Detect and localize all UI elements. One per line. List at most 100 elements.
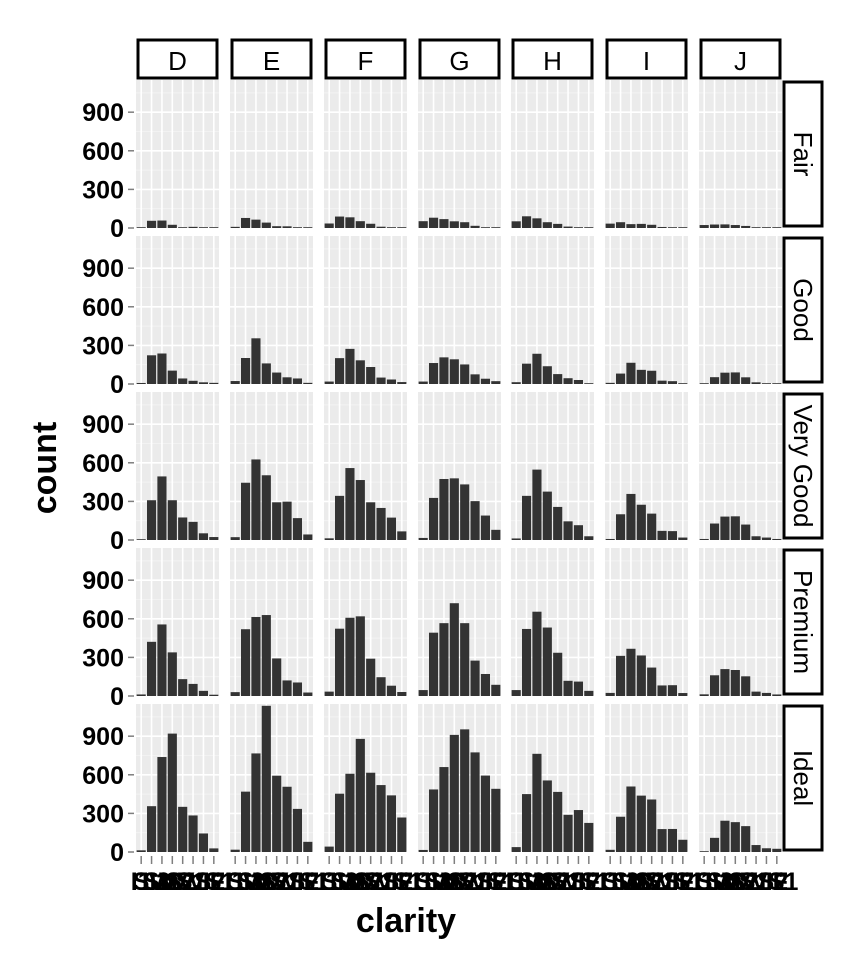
- x-tick-label: VVS2: [536, 868, 600, 896]
- bar: [532, 611, 542, 696]
- x-tick-label: VS1: [722, 868, 769, 896]
- facet-panel: [605, 392, 688, 541]
- facet-panel: [418, 548, 501, 697]
- bar: [146, 500, 157, 540]
- bar: [355, 221, 365, 228]
- bar: [157, 476, 167, 540]
- bar: [146, 806, 157, 852]
- facet-panel: [418, 392, 501, 541]
- y-tick-label: 600: [82, 606, 124, 634]
- bar: [439, 623, 449, 696]
- bar: [573, 681, 584, 696]
- bar: [209, 227, 219, 228]
- bar: [667, 685, 678, 696]
- bar: [699, 851, 709, 852]
- bar: [553, 223, 563, 228]
- bar: [709, 675, 720, 696]
- x-tick-label: IF: [297, 868, 319, 896]
- row-strip: [782, 80, 824, 228]
- bar: [751, 536, 761, 540]
- column-strip-label: H: [543, 46, 562, 76]
- y-tick-label: 300: [82, 644, 124, 672]
- facet-panel: [699, 548, 782, 697]
- bar: [240, 358, 251, 384]
- bar: [303, 841, 313, 852]
- bar: [261, 615, 271, 696]
- y-tick-label: 300: [82, 332, 124, 360]
- x-tick-label: VVS1: [546, 868, 610, 896]
- bar: [230, 381, 240, 384]
- column-strip: [230, 38, 313, 80]
- bar: [167, 500, 177, 540]
- bar: [303, 534, 313, 540]
- bar: [584, 536, 594, 540]
- bar: [584, 690, 594, 696]
- x-tick-label: VS1: [347, 868, 394, 896]
- facet-panel: [136, 392, 219, 541]
- bar: [709, 523, 720, 540]
- panels-layer: [136, 80, 782, 853]
- x-tick-label: VS2: [712, 868, 759, 896]
- row-strip-label: Very Good: [788, 405, 818, 528]
- facet-panel: [699, 80, 782, 229]
- bar: [198, 690, 209, 696]
- bar: [418, 381, 428, 384]
- bar: [615, 222, 626, 228]
- bar: [209, 848, 219, 852]
- bar: [626, 362, 636, 384]
- bar: [741, 826, 751, 852]
- bar: [678, 537, 688, 540]
- bar: [261, 705, 271, 852]
- panel-background: [699, 548, 782, 696]
- y-tick-label: 900: [82, 255, 124, 283]
- bar: [605, 538, 615, 540]
- x-tick-label: VVS1: [171, 868, 235, 896]
- x-tick-label: VVS2: [349, 868, 413, 896]
- bar: [553, 374, 563, 384]
- column-strip: [418, 38, 501, 80]
- bar: [542, 222, 552, 228]
- facet-panel: [230, 704, 313, 853]
- bar: [730, 225, 740, 228]
- bar: [667, 531, 678, 540]
- y-tick-label: 600: [82, 762, 124, 790]
- bar: [761, 227, 772, 228]
- bar: [251, 219, 261, 228]
- y-axis: 0 300 600 900 0 300 600 900 0 300 600 900 0 300 600 900…: [82, 99, 134, 867]
- bar: [491, 529, 501, 540]
- bar: [167, 652, 177, 696]
- bar: [198, 833, 209, 852]
- x-tick-label: SI2: [508, 868, 546, 896]
- x-tick-label: SI2: [602, 868, 640, 896]
- y-tick-label: 900: [82, 411, 124, 439]
- bar: [615, 373, 626, 384]
- bar: [563, 521, 573, 540]
- bar: [460, 484, 470, 540]
- bar: [261, 475, 271, 540]
- bar: [605, 849, 615, 852]
- bar: [397, 227, 407, 228]
- bar: [366, 772, 376, 852]
- bar: [167, 224, 177, 228]
- bar: [730, 670, 740, 696]
- x-tick-label: VS2: [337, 868, 384, 896]
- bar: [303, 382, 313, 384]
- y-tick-label: 0: [110, 215, 124, 243]
- x-tick-label: IF: [766, 868, 788, 896]
- bar: [397, 531, 407, 540]
- bar: [428, 632, 439, 696]
- x-tick-label: I1: [225, 868, 246, 896]
- x-tick-label: IF: [391, 868, 413, 896]
- bar: [418, 537, 428, 540]
- bar: [240, 629, 251, 696]
- y-tick-label: 900: [82, 567, 124, 595]
- bar: [324, 223, 334, 228]
- x-tick-label: VVS2: [255, 868, 319, 896]
- bar: [261, 363, 271, 384]
- bar: [439, 357, 449, 384]
- y-tick-label: 600: [82, 294, 124, 322]
- bar: [761, 848, 772, 852]
- bar: [605, 692, 615, 696]
- x-tick-label: SI1: [143, 868, 181, 896]
